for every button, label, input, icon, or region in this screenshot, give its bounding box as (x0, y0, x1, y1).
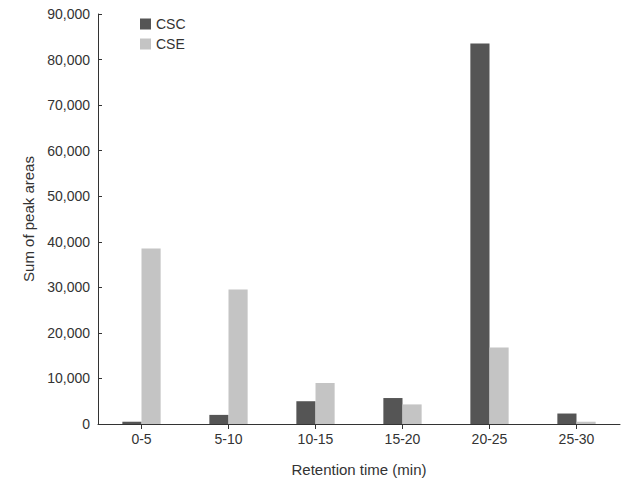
svg-text:10-15: 10-15 (298, 431, 334, 447)
svg-text:5-10: 5-10 (214, 431, 242, 447)
svg-text:50,000: 50,000 (47, 188, 90, 204)
svg-text:40,000: 40,000 (47, 234, 90, 250)
svg-text:10,000: 10,000 (47, 370, 90, 386)
svg-text:20-25: 20-25 (472, 431, 508, 447)
svg-text:0: 0 (82, 416, 90, 432)
svg-text:15-20: 15-20 (385, 431, 421, 447)
svg-text:Retention time (min): Retention time (min) (291, 461, 426, 478)
svg-text:0-5: 0-5 (131, 431, 151, 447)
svg-text:70,000: 70,000 (47, 97, 90, 113)
svg-text:80,000: 80,000 (47, 52, 90, 68)
svg-text:Sum of peak areas: Sum of peak areas (20, 156, 37, 282)
svg-text:60,000: 60,000 (47, 143, 90, 159)
svg-text:20,000: 20,000 (47, 325, 90, 341)
svg-text:90,000: 90,000 (47, 6, 90, 22)
svg-text:25-30: 25-30 (559, 431, 595, 447)
svg-text:CSE: CSE (156, 36, 185, 52)
svg-text:CSC: CSC (156, 16, 186, 32)
svg-text:30,000: 30,000 (47, 279, 90, 295)
